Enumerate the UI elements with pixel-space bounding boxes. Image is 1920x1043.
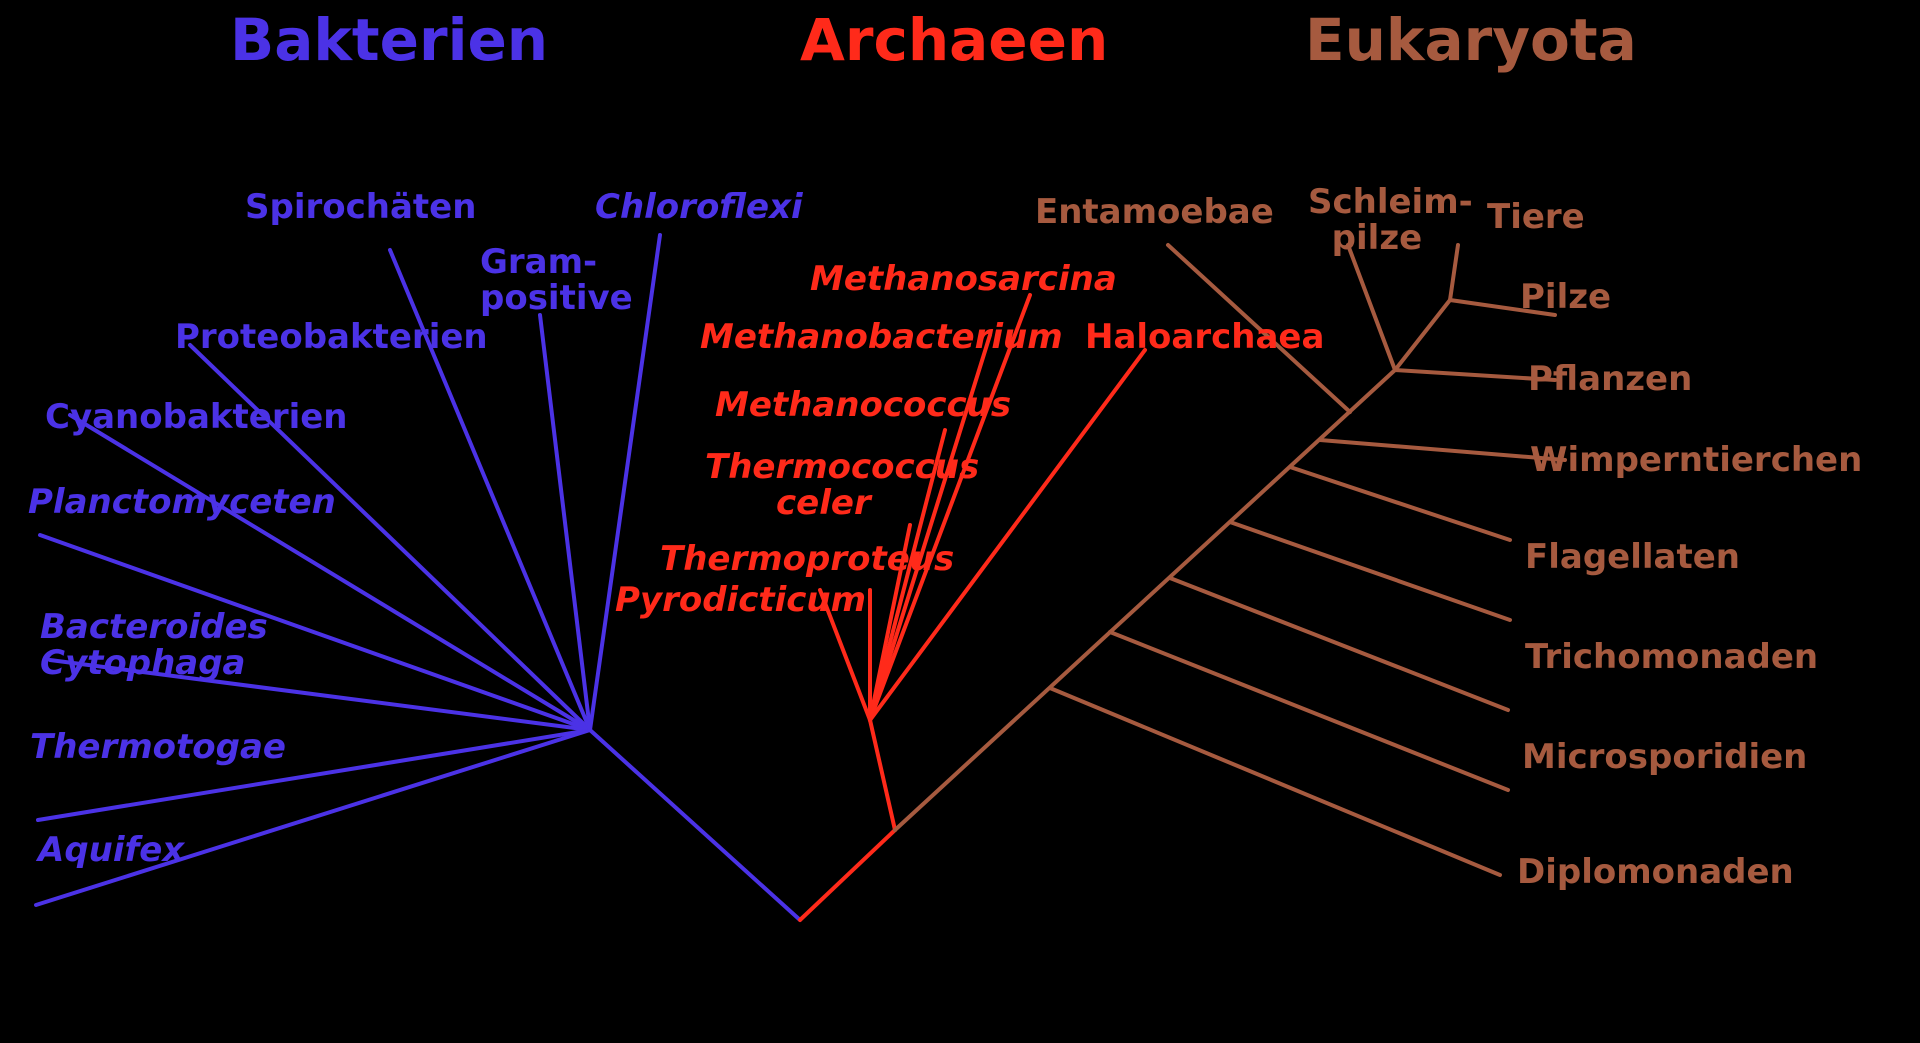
taxon-label: Trichomonaden bbox=[1525, 640, 1818, 676]
taxon-label: Schleim- pilze bbox=[1308, 185, 1473, 256]
domain-title-archaeen: Archaeen bbox=[800, 10, 1108, 71]
taxon-label: Methanobacterium bbox=[700, 320, 1063, 356]
domain-title-bakterien: Bakterien bbox=[230, 10, 548, 71]
taxon-label: Haloarchaea bbox=[1085, 320, 1324, 356]
taxon-label: Aquifex bbox=[38, 833, 184, 869]
taxon-label: Methanosarcina bbox=[810, 262, 1117, 298]
tree-edge bbox=[1395, 300, 1450, 370]
taxon-label: Thermococcus celer bbox=[705, 450, 979, 521]
taxon-label: Diplomonaden bbox=[1517, 855, 1794, 891]
taxon-label: Methanococcus bbox=[715, 388, 1011, 424]
tree-edge bbox=[1290, 467, 1510, 540]
taxon-label: Proteobakterien bbox=[175, 320, 488, 356]
tree-edge bbox=[1348, 245, 1395, 370]
phylogenetic-tree-diagram: Bakterien Archaeen Eukaryota Spirochäten… bbox=[0, 0, 1920, 1043]
tree-edge bbox=[870, 720, 895, 830]
domain-title-eukaryota: Eukaryota bbox=[1305, 10, 1637, 71]
tree-edge bbox=[590, 730, 800, 920]
taxon-label: Chloroflexi bbox=[595, 190, 803, 226]
taxon-label: Spirochäten bbox=[245, 190, 476, 226]
taxon-label: Tiere bbox=[1487, 200, 1585, 236]
taxon-label: Bacteroides Cytophaga bbox=[40, 610, 268, 681]
taxon-label: Pyrodicticum bbox=[615, 583, 866, 619]
taxon-label: Cyanobakterien bbox=[45, 400, 348, 436]
tree-edge bbox=[1320, 440, 1565, 460]
taxon-label: Gram- positive bbox=[480, 245, 633, 316]
taxon-label: Pflanzen bbox=[1528, 362, 1692, 398]
taxon-label: Thermoproteus bbox=[660, 542, 954, 578]
taxon-label: Flagellaten bbox=[1525, 540, 1740, 576]
tree-edge bbox=[1050, 688, 1500, 875]
taxon-label: Thermotogae bbox=[30, 730, 286, 766]
taxon-label: Microsporidien bbox=[1522, 740, 1807, 776]
taxon-label: Pilze bbox=[1520, 280, 1611, 316]
taxon-label: Planctomyceten bbox=[28, 485, 336, 521]
taxon-label: Wimperntierchen bbox=[1530, 443, 1862, 479]
tree-edge bbox=[1170, 578, 1508, 710]
tree-edge bbox=[1110, 632, 1508, 790]
tree-edge bbox=[800, 830, 895, 920]
tree-edge bbox=[1230, 522, 1510, 620]
taxon-label: Entamoebae bbox=[1035, 195, 1274, 231]
